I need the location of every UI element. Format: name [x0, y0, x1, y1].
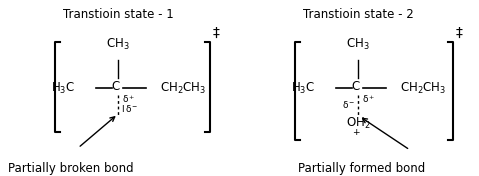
- Text: Transtioin state - 1: Transtioin state - 1: [63, 8, 173, 21]
- Text: C: C: [112, 80, 120, 93]
- Text: C: C: [352, 80, 360, 93]
- Text: $\mathregular{CH_2CH_3}$: $\mathregular{CH_2CH_3}$: [400, 80, 446, 96]
- Text: $\mathregular{\delta^+}$: $\mathregular{\delta^+}$: [122, 93, 136, 105]
- Text: $\mathregular{\delta^-}$: $\mathregular{\delta^-}$: [342, 99, 355, 111]
- Text: $\mathregular{H_3C}$: $\mathregular{H_3C}$: [51, 80, 75, 96]
- Text: $\mathregular{CH_3}$: $\mathregular{CH_3}$: [106, 37, 130, 52]
- Text: +: +: [352, 128, 360, 137]
- Text: ‡: ‡: [213, 26, 220, 40]
- Text: $\mathregular{H_3C}$: $\mathregular{H_3C}$: [291, 80, 315, 96]
- Text: $\mathregular{CH_3}$: $\mathregular{CH_3}$: [346, 37, 370, 52]
- Text: Partially formed bond: Partially formed bond: [298, 162, 425, 175]
- Text: $\mathregular{CH_2CH_3}$: $\mathregular{CH_2CH_3}$: [160, 80, 206, 96]
- Text: $\mathregular{OH_2}$: $\mathregular{OH_2}$: [346, 116, 370, 131]
- Text: Transtioin state - 2: Transtioin state - 2: [303, 8, 413, 21]
- Text: $\mathregular{I\,\delta^-}$: $\mathregular{I\,\delta^-}$: [121, 102, 138, 114]
- Text: $\mathregular{\delta^+}$: $\mathregular{\delta^+}$: [362, 93, 376, 105]
- Text: Partially broken bond: Partially broken bond: [8, 162, 134, 175]
- Text: ‡: ‡: [456, 26, 463, 40]
